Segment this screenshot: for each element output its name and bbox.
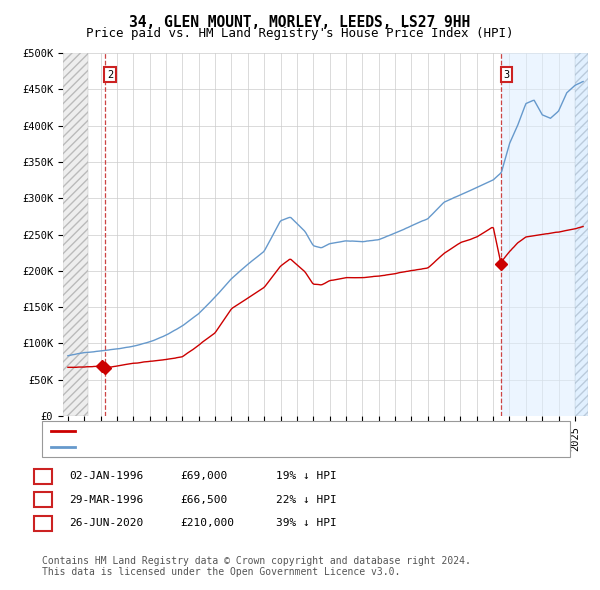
Text: This data is licensed under the Open Government Licence v3.0.: This data is licensed under the Open Gov… xyxy=(42,567,400,577)
Polygon shape xyxy=(575,53,588,416)
Bar xyxy=(502,53,588,416)
Text: 22% ↓ HPI: 22% ↓ HPI xyxy=(276,495,337,504)
Text: 34, GLEN MOUNT, MORLEY, LEEDS, LS27 9HH (detached house): 34, GLEN MOUNT, MORLEY, LEEDS, LS27 9HH … xyxy=(79,426,457,436)
Text: 29-MAR-1996: 29-MAR-1996 xyxy=(69,495,143,504)
Text: 3: 3 xyxy=(503,70,510,80)
Text: £210,000: £210,000 xyxy=(180,519,234,528)
Text: Price paid vs. HM Land Registry's House Price Index (HPI): Price paid vs. HM Land Registry's House … xyxy=(86,27,514,40)
Text: £66,500: £66,500 xyxy=(180,495,227,504)
Text: 2: 2 xyxy=(40,495,47,504)
Text: 39% ↓ HPI: 39% ↓ HPI xyxy=(276,519,337,528)
Text: Contains HM Land Registry data © Crown copyright and database right 2024.: Contains HM Land Registry data © Crown c… xyxy=(42,556,471,566)
Text: 02-JAN-1996: 02-JAN-1996 xyxy=(69,471,143,481)
Text: 1: 1 xyxy=(40,471,47,481)
Text: 2: 2 xyxy=(107,70,113,80)
Text: HPI: Average price, detached house, Leeds: HPI: Average price, detached house, Leed… xyxy=(79,442,356,452)
Text: £69,000: £69,000 xyxy=(180,471,227,481)
Polygon shape xyxy=(63,53,88,416)
Text: 3: 3 xyxy=(40,519,47,528)
Text: 34, GLEN MOUNT, MORLEY, LEEDS, LS27 9HH: 34, GLEN MOUNT, MORLEY, LEEDS, LS27 9HH xyxy=(130,15,470,30)
Text: 19% ↓ HPI: 19% ↓ HPI xyxy=(276,471,337,481)
Text: 26-JUN-2020: 26-JUN-2020 xyxy=(69,519,143,528)
